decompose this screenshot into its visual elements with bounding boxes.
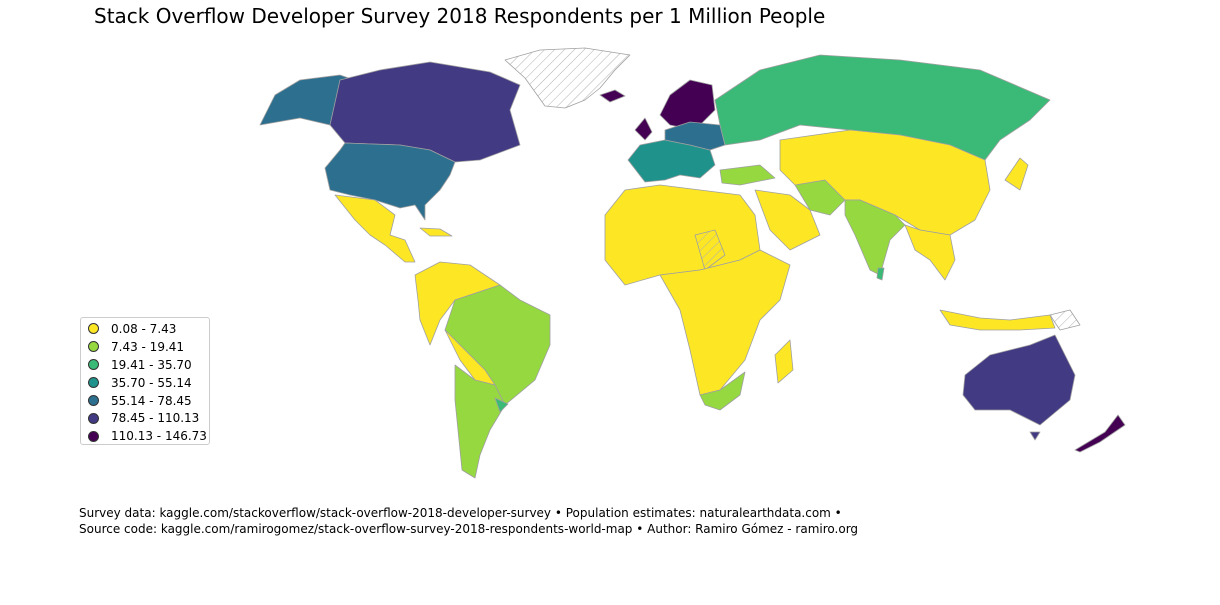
region-japan: [1004, 157, 1029, 191]
region-south-africa: [699, 371, 746, 411]
legend-label: 78.45 - 110.13: [111, 411, 200, 426]
legend-swatch: [88, 377, 99, 389]
legend-item: 19.41 - 35.70: [88, 356, 209, 374]
legend-item: 0.08 - 7.43: [88, 320, 209, 338]
legend-item: 35.70 - 55.14: [88, 374, 209, 392]
region-papua: [1049, 309, 1081, 331]
legend-label: 110.13 - 146.73: [111, 429, 207, 444]
region-india: [844, 199, 906, 276]
legend-swatch: [88, 359, 99, 371]
legend-swatch: [88, 341, 99, 353]
region-uruguay: [494, 397, 509, 413]
legend-item: 7.43 - 19.41: [88, 338, 209, 356]
region-scandinavia: [659, 79, 716, 129]
legend-label: 7.43 - 19.41: [111, 339, 185, 354]
source-line-2: Source code: kaggle.com/ramirogomez/stac…: [79, 521, 859, 536]
legend-item: 78.45 - 110.13: [88, 409, 209, 427]
legend-label: 19.41 - 35.70: [111, 357, 192, 372]
region-australia: [962, 334, 1076, 426]
region-indonesia: [939, 309, 1056, 331]
map-legend: 0.08 - 7.43 7.43 - 19.41 19.41 - 35.70 3…: [80, 317, 210, 445]
source-line-1: Survey data: kaggle.com/stackoverflow/st…: [79, 506, 842, 520]
region-arabia: [754, 189, 821, 251]
legend-swatch: [88, 323, 99, 335]
region-central-europe: [664, 121, 726, 151]
region-sudan: [694, 229, 726, 271]
region-sri-lanka: [876, 267, 885, 281]
legend-swatch: [88, 430, 99, 442]
region-western-europe: [627, 139, 716, 183]
region-uk: [634, 117, 653, 141]
legend-label: 55.14 - 78.45: [111, 393, 192, 408]
legend-item: 110.13 - 146.73: [88, 427, 209, 445]
legend-item: 55.14 - 78.45: [88, 392, 209, 410]
region-tasmania: [1029, 431, 1041, 441]
region-turkey: [719, 164, 776, 186]
region-cuba: [419, 227, 453, 237]
map-title: Stack Overflow Developer Survey 2018 Res…: [94, 4, 826, 28]
legend-label: 35.70 - 55.14: [111, 375, 192, 390]
region-mexico-central-america: [334, 194, 416, 263]
region-new-zealand: [1074, 414, 1126, 453]
region-argentina-chile: [454, 364, 506, 479]
region-greenland: [504, 47, 631, 109]
legend-label: 0.08 - 7.43: [111, 321, 177, 336]
region-iceland: [599, 89, 626, 103]
region-madagascar: [774, 339, 794, 384]
source-attribution: Survey data: kaggle.com/stackoverflow/st…: [79, 506, 858, 537]
region-central-africa: [659, 249, 791, 396]
region-southeast-asia: [904, 224, 956, 281]
legend-swatch: [88, 412, 99, 424]
legend-swatch: [88, 395, 99, 406]
region-usa: [324, 142, 456, 221]
